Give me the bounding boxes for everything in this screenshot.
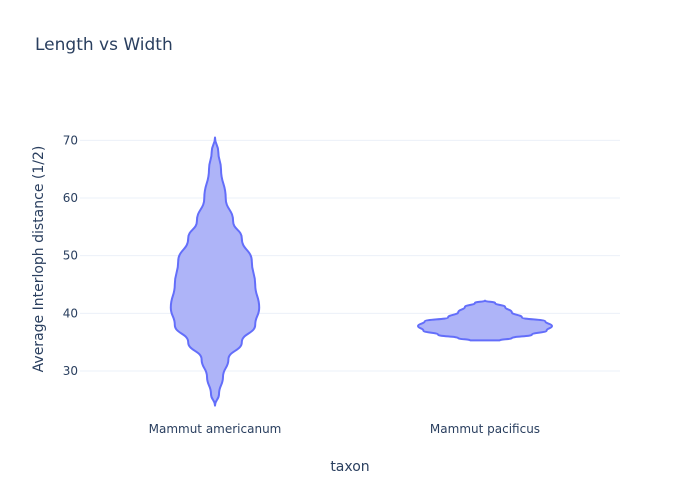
- chart-title: Length vs Width: [35, 35, 173, 55]
- y-axis-ticks: 30 40 50 60 70: [63, 133, 78, 378]
- gridlines: [80, 139, 620, 372]
- x-axis-title: taxon: [330, 459, 369, 475]
- x-tick-label: Mammut pacificus: [430, 422, 540, 436]
- y-tick-label: 70: [63, 133, 78, 147]
- y-tick-label: 60: [63, 191, 78, 205]
- y-tick-label: 50: [63, 249, 78, 263]
- x-axis-ticks: Mammut americanum Mammut pacificus: [149, 422, 540, 436]
- y-tick-label: 30: [63, 364, 78, 378]
- violin-mammut-americanum: [169, 136, 261, 407]
- y-tick-label: 40: [63, 306, 78, 320]
- violin-mammut-pacificus: [417, 299, 553, 342]
- y-axis-title: Average Interloph distance (1/2): [31, 146, 47, 373]
- violins: [169, 136, 553, 407]
- x-tick-label: Mammut americanum: [149, 422, 282, 436]
